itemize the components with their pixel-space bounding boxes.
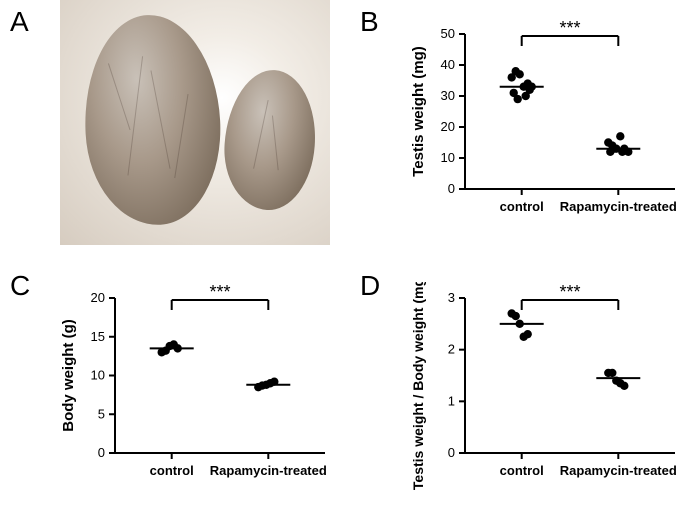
panel-label-c: C xyxy=(10,270,30,302)
testis-photo xyxy=(60,0,330,245)
chart-c: 0 5 10 15 20 control Rapamycin-treated Body wei… xyxy=(55,282,335,507)
ytick-label: 0 xyxy=(98,445,105,460)
data-point xyxy=(608,369,616,377)
ytick-label: 50 xyxy=(441,26,455,41)
ytick-label: 10 xyxy=(91,368,105,383)
ytick-label: 10 xyxy=(441,150,455,165)
panel-b: B 0 10 20 30 40 50 control Rapamycin-treated Tes… xyxy=(350,0,700,264)
ytick-label: 30 xyxy=(441,88,455,103)
category-label: control xyxy=(150,463,194,478)
ytick-label: 15 xyxy=(91,329,105,344)
data-point xyxy=(512,312,520,320)
significance-stars: *** xyxy=(559,18,580,38)
ytick-label: 5 xyxy=(98,406,105,421)
category-label: control xyxy=(500,463,544,478)
panel-d: D 0 1 2 3 control Rapamycin-treated Testis wei… xyxy=(350,264,700,528)
data-point xyxy=(620,382,628,390)
ytick-label: 0 xyxy=(448,445,455,460)
chart-d: 0 1 2 3 control Rapamycin-treated Testis weigh… xyxy=(405,282,685,507)
panel-a: A xyxy=(0,0,350,264)
chart-b: 0 10 20 30 40 50 control Rapamycin-treated Testi… xyxy=(405,18,685,243)
panel-label-a: A xyxy=(10,6,29,38)
y-axis-label: Testis weight (mg) xyxy=(410,46,427,177)
data-point xyxy=(524,330,532,338)
ytick-label: 1 xyxy=(448,393,455,408)
ytick-label: 20 xyxy=(441,119,455,134)
panel-label-d: D xyxy=(360,270,380,302)
figure-grid: A B 01020304050controlRapamycin-treatedT… xyxy=(0,0,700,528)
significance-stars: *** xyxy=(209,282,230,302)
significance-stars: *** xyxy=(559,282,580,302)
category-label: Rapamycin-treated xyxy=(560,463,677,478)
ytick-label: 20 xyxy=(91,290,105,305)
y-axis-label: Testis weight / Body weight (mg/g) xyxy=(410,282,426,490)
ytick-label: 2 xyxy=(448,342,455,357)
panel-label-b: B xyxy=(360,6,379,38)
testis-small xyxy=(220,67,320,213)
data-point xyxy=(616,132,624,140)
panel-c: C 0 5 10 15 20 control Rapamycin-treated Body w… xyxy=(0,264,350,528)
category-label: Rapamycin-treated xyxy=(560,199,677,214)
testis-large xyxy=(80,12,226,229)
ytick-label: 3 xyxy=(448,290,455,305)
y-axis-label: Body weight (g) xyxy=(60,319,77,432)
data-point xyxy=(514,95,522,103)
category-label: control xyxy=(500,199,544,214)
ytick-label: 40 xyxy=(441,57,455,72)
data-point xyxy=(516,70,524,78)
category-label: Rapamycin-treated xyxy=(210,463,327,478)
ytick-label: 0 xyxy=(448,181,455,196)
